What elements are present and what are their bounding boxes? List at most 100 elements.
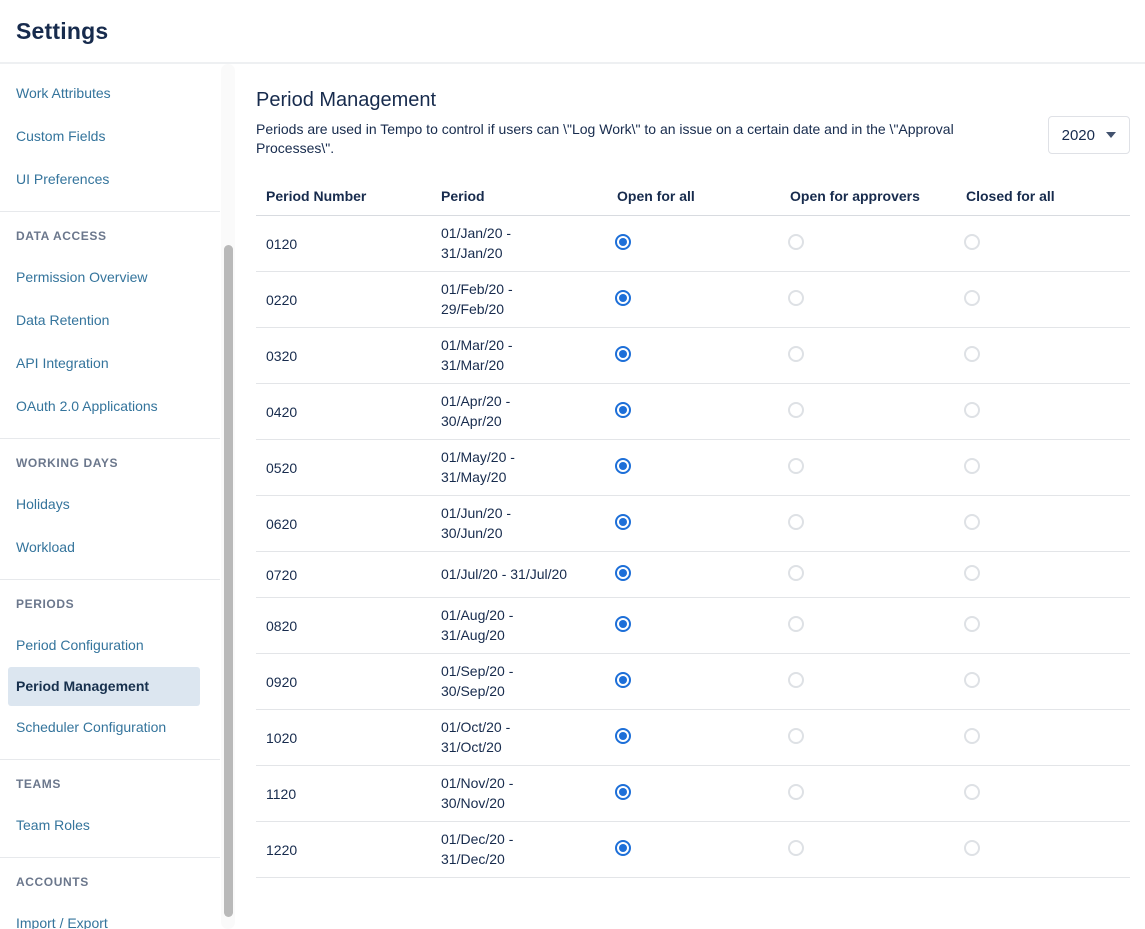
period-number-cell: 0520: [266, 459, 298, 476]
sidebar-group-header: WORKING DAYS: [16, 456, 119, 470]
sidebar-item-workload[interactable]: Workload: [16, 539, 75, 555]
main-header: Period Management Periods are used in Te…: [256, 64, 1130, 158]
radio-open-for-approvers[interactable]: [788, 234, 804, 250]
sidebar-item-api-integration[interactable]: API Integration: [16, 355, 109, 371]
period-number-cell: 1220: [266, 841, 298, 858]
period-cell: 01/Jun/20 - 30/Jun/20: [441, 505, 512, 541]
radio-open-for-approvers[interactable]: [788, 784, 804, 800]
column-header-open-for-approvers: Open for approvers: [790, 188, 920, 204]
sidebar-item-holidays[interactable]: Holidays: [16, 496, 70, 512]
period-cell: 01/Sep/20 - 30/Sep/20: [441, 663, 514, 699]
scrollbar-track[interactable]: [221, 64, 235, 929]
section-description: Periods are used in Tempo to control if …: [256, 121, 954, 156]
radio-open-for-approvers[interactable]: [788, 458, 804, 474]
radio-closed-for-all[interactable]: [964, 728, 980, 744]
period-number-cell: 0820: [266, 617, 298, 634]
table-row: 0120 01/Jan/20 - 31/Jan/20: [256, 216, 1130, 272]
sidebar-item-scheduler-configuration[interactable]: Scheduler Configuration: [16, 719, 167, 735]
sidebar-group: DATA ACCESS Permission Overview Data Rete…: [0, 211, 220, 428]
sidebar-group: PERIODS Period Configuration Period Manag…: [0, 579, 220, 749]
sidebar-item-work-attributes[interactable]: Work Attributes: [16, 85, 111, 101]
table-row: 1020 01/Oct/20 - 31/Oct/20: [256, 710, 1130, 766]
scrollbar-thumb[interactable]: [224, 245, 233, 917]
radio-open-for-all[interactable]: [615, 565, 631, 581]
radio-closed-for-all[interactable]: [964, 616, 980, 632]
sidebar-item-import-export[interactable]: Import / Export: [16, 915, 108, 929]
sidebar-scrollbar[interactable]: [220, 64, 236, 929]
period-number-cell: 0420: [266, 403, 298, 420]
period-cell: 01/Oct/20 - 31/Oct/20: [441, 719, 511, 755]
period-number-cell: 0220: [266, 291, 298, 308]
radio-closed-for-all[interactable]: [964, 402, 980, 418]
radio-open-for-approvers[interactable]: [788, 290, 804, 306]
table-body: 0120 01/Jan/20 - 31/Jan/20 0220 01/Feb/2…: [256, 216, 1130, 878]
period-cell: 01/Feb/20 - 29/Feb/20: [441, 281, 513, 317]
radio-closed-for-all[interactable]: [964, 290, 980, 306]
radio-open-for-all[interactable]: [615, 514, 631, 530]
radio-open-for-approvers[interactable]: [788, 565, 804, 581]
radio-open-for-approvers[interactable]: [788, 346, 804, 362]
radio-open-for-approvers[interactable]: [788, 402, 804, 418]
main-content: Period Management Periods are used in Te…: [236, 64, 1145, 929]
table-header-row: Period Number Period Open for all Open f…: [256, 188, 1130, 216]
sidebar-item-period-management[interactable]: Period Management: [8, 667, 200, 706]
radio-closed-for-all[interactable]: [964, 234, 980, 250]
sidebar-item-team-roles[interactable]: Team Roles: [16, 817, 90, 833]
radio-closed-for-all[interactable]: [964, 458, 980, 474]
sidebar-item-permission-overview[interactable]: Permission Overview: [16, 269, 148, 285]
sidebar-item-ui-preferences[interactable]: UI Preferences: [16, 171, 110, 187]
year-selector[interactable]: 2020: [1047, 116, 1130, 154]
sidebar-item-period-configuration[interactable]: Period Configuration: [16, 637, 144, 653]
period-cell: 01/Nov/20 - 30/Nov/20: [441, 775, 514, 811]
period-number-cell: 0720: [266, 566, 298, 583]
table-row: 1220 01/Dec/20 - 31/Dec/20: [256, 822, 1130, 878]
sidebar-item-oauth-2-0-applications[interactable]: OAuth 2.0 Applications: [16, 398, 158, 414]
period-cell: 01/Jul/20 - 31/Jul/20: [441, 565, 568, 582]
sidebar-group: WORKING DAYS Holidays Workload: [0, 438, 220, 569]
table-row: 0620 01/Jun/20 - 30/Jun/20: [256, 496, 1130, 552]
radio-open-for-all[interactable]: [615, 402, 631, 418]
page-title: Settings: [16, 17, 109, 44]
period-number-cell: 0120: [266, 235, 298, 252]
radio-open-for-approvers[interactable]: [788, 672, 804, 688]
sidebar-group-header: PERIODS: [16, 597, 75, 611]
table-row: 0920 01/Sep/20 - 30/Sep/20: [256, 654, 1130, 710]
page-header: Settings: [0, 0, 1145, 64]
radio-closed-for-all[interactable]: [964, 840, 980, 856]
column-header-period-number: Period Number: [266, 188, 367, 204]
radio-open-for-approvers[interactable]: [788, 514, 804, 530]
period-cell: 01/Jan/20 - 31/Jan/20: [441, 225, 512, 261]
radio-open-for-all[interactable]: [615, 234, 631, 250]
sidebar-group: ACCOUNTS Import / Export: [0, 857, 220, 929]
radio-closed-for-all[interactable]: [964, 514, 980, 530]
sidebar-group: Work Attributes Custom Fields UI Preferenc…: [0, 72, 220, 201]
chevron-down-icon: [1106, 132, 1116, 138]
table-row: 1120 01/Nov/20 - 30/Nov/20: [256, 766, 1130, 822]
year-selector-value: 2020: [1061, 126, 1095, 144]
section-title: Period Management: [256, 89, 437, 111]
radio-closed-for-all[interactable]: [964, 672, 980, 688]
period-cell: 01/Dec/20 - 31/Dec/20: [441, 831, 514, 867]
period-table: Period Number Period Open for all Open f…: [256, 188, 1130, 878]
layout: Work Attributes Custom Fields UI Preferenc…: [0, 64, 1145, 929]
sidebar-item-custom-fields[interactable]: Custom Fields: [16, 128, 106, 144]
radio-open-for-all[interactable]: [615, 346, 631, 362]
radio-open-for-all[interactable]: [615, 672, 631, 688]
sidebar-group-header: TEAMS: [16, 777, 61, 791]
radio-closed-for-all[interactable]: [964, 784, 980, 800]
radio-open-for-all[interactable]: [615, 728, 631, 744]
radio-open-for-all[interactable]: [615, 290, 631, 306]
sidebar-item-data-retention[interactable]: Data Retention: [16, 312, 110, 328]
radio-open-for-all[interactable]: [615, 458, 631, 474]
period-cell: 01/Mar/20 - 31/Mar/20: [441, 337, 513, 373]
sidebar-group-header: DATA ACCESS: [16, 229, 107, 243]
column-header-open-for-all: Open for all: [617, 188, 695, 204]
radio-open-for-approvers[interactable]: [788, 840, 804, 856]
radio-open-for-approvers[interactable]: [788, 616, 804, 632]
radio-closed-for-all[interactable]: [964, 565, 980, 581]
radio-open-for-all[interactable]: [615, 616, 631, 632]
radio-open-for-all[interactable]: [615, 840, 631, 856]
radio-open-for-approvers[interactable]: [788, 728, 804, 744]
radio-open-for-all[interactable]: [615, 784, 631, 800]
radio-closed-for-all[interactable]: [964, 346, 980, 362]
